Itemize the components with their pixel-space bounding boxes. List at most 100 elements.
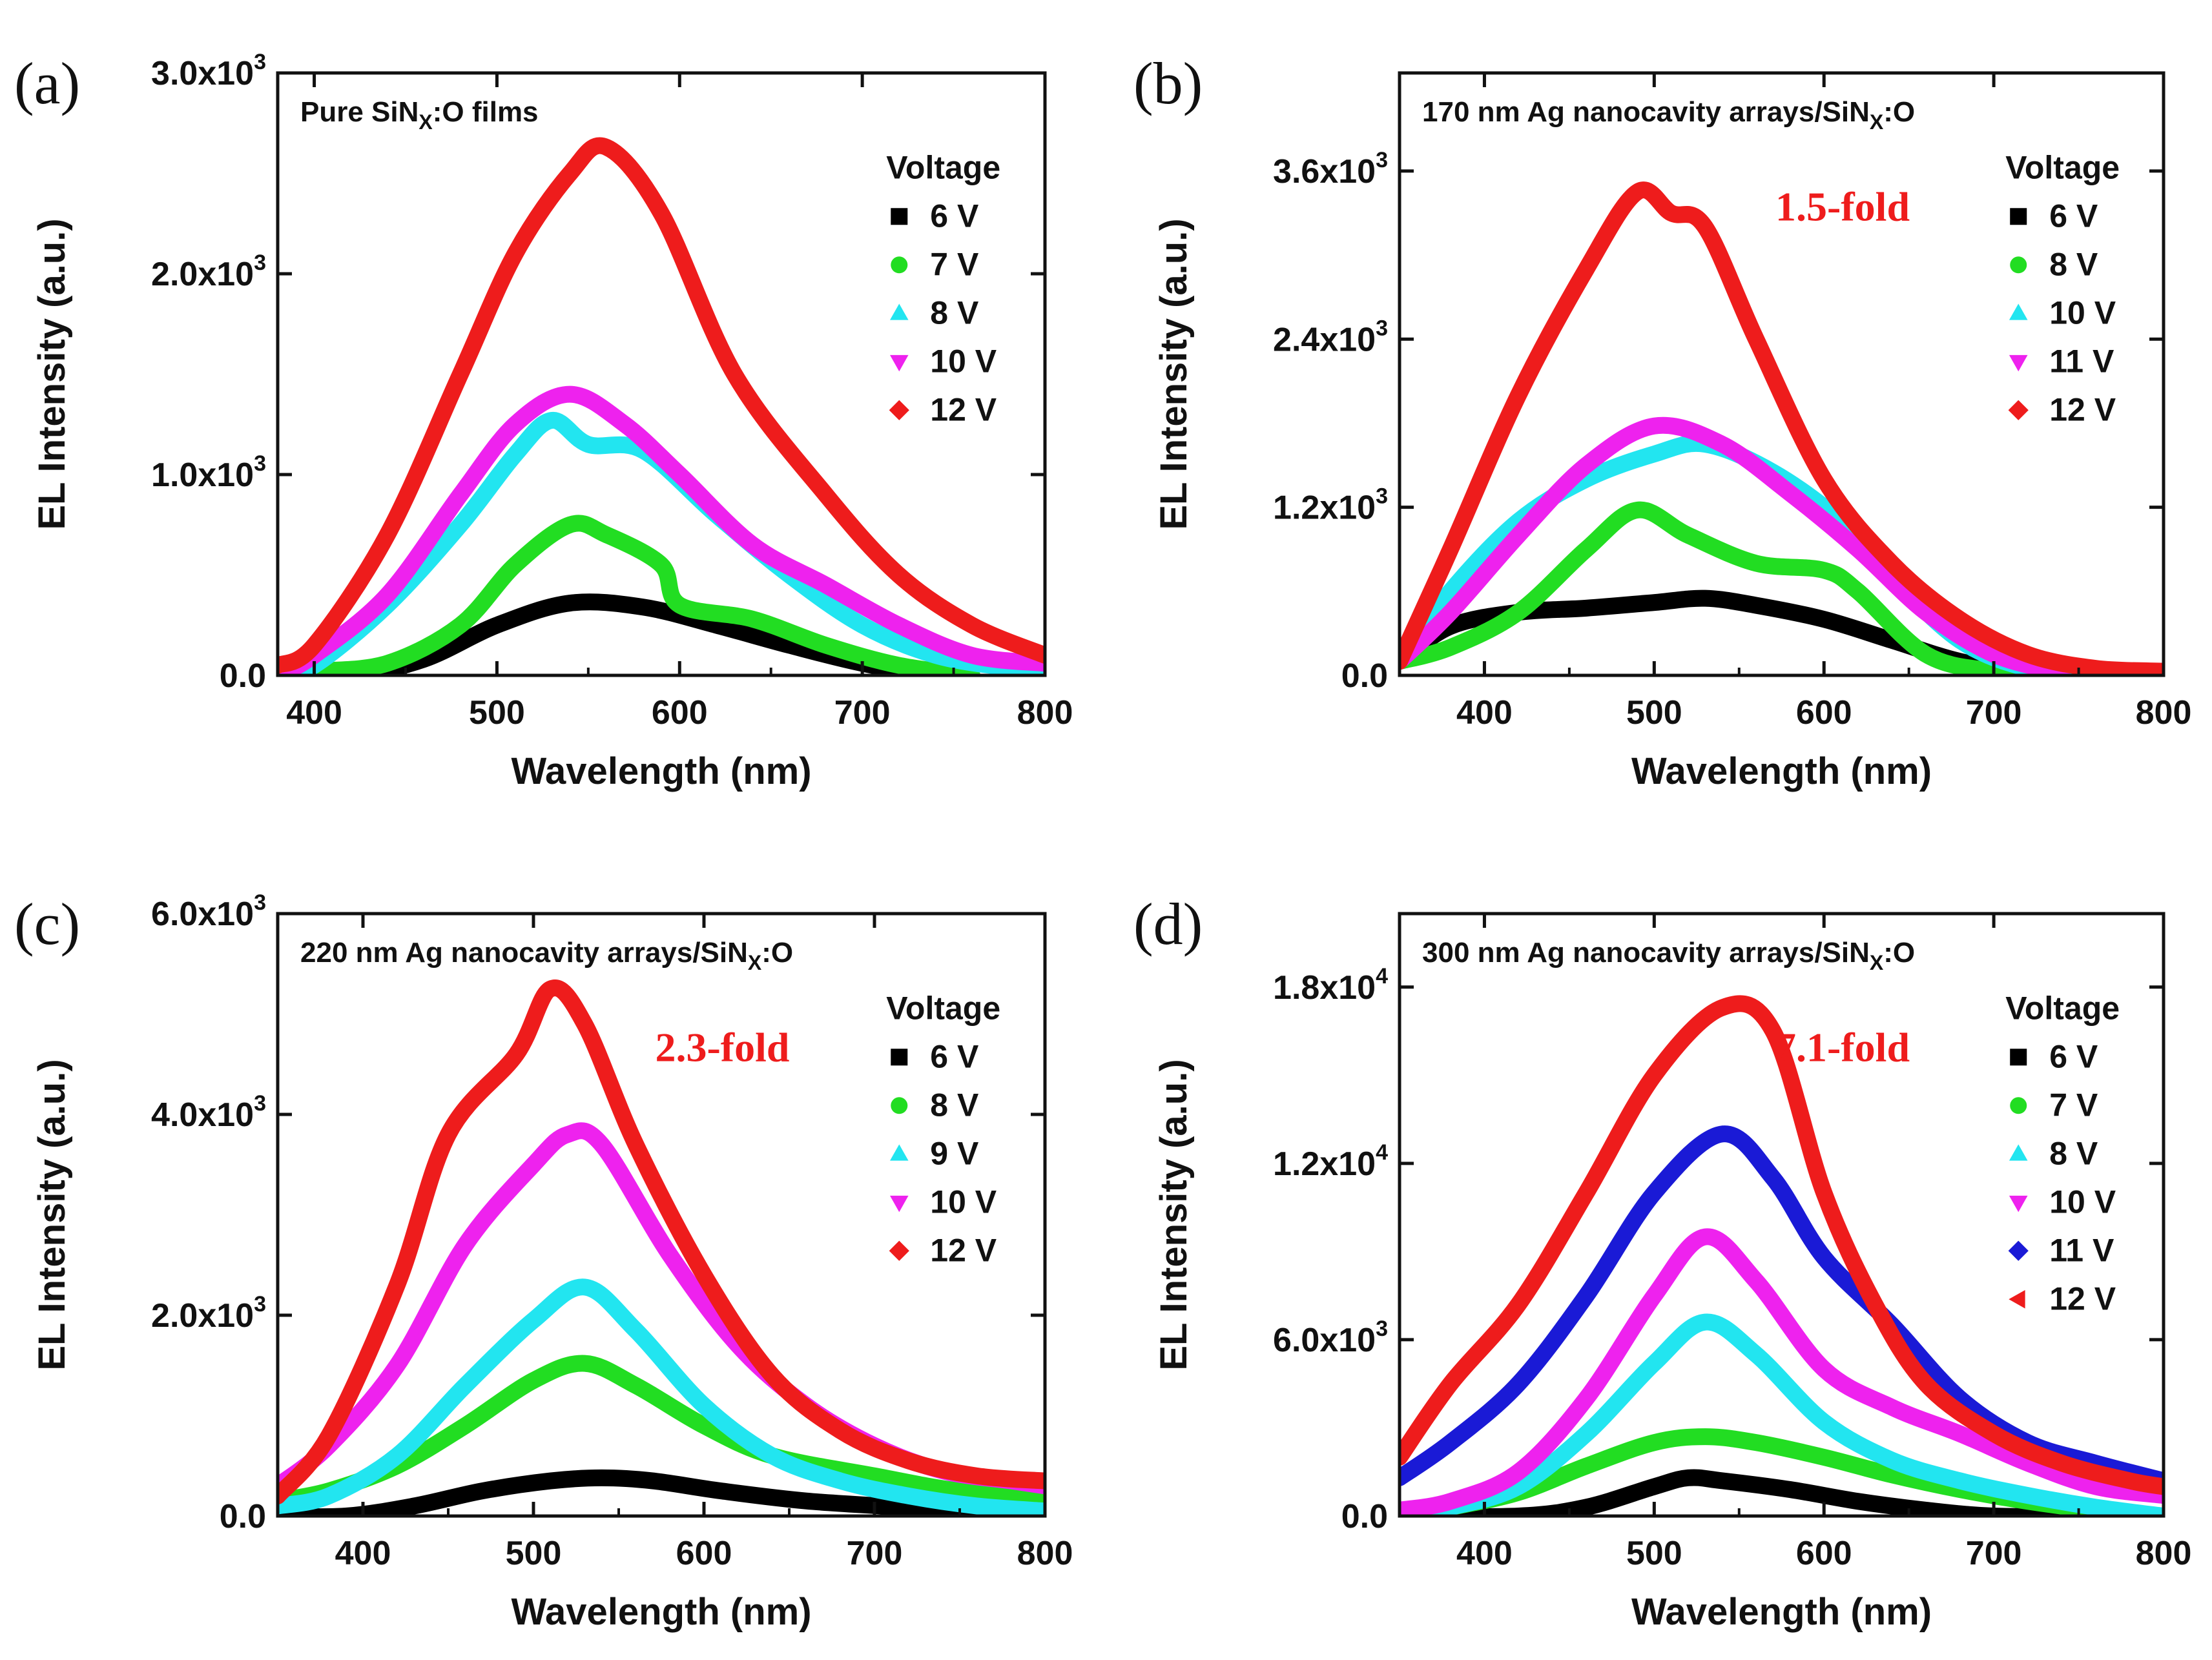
x-tick-label: 600 [676,1535,732,1572]
x-tick-label: 400 [1456,694,1513,732]
plot-area [278,979,1045,1516]
x-tick-label: 600 [1796,1535,1852,1572]
legend-label: 12 V [2049,1280,2116,1317]
plot-frame [276,912,1047,1518]
legend-marker-12v [889,400,909,420]
y-tick-label: 4.0x103 [151,1091,266,1134]
legend-marker-8v [2010,256,2027,274]
plot-frame [1398,912,2165,1518]
plot-frame [1398,71,2165,677]
legend-marker-9v [889,1144,909,1161]
x-tick-label: 500 [1626,694,1682,732]
series-line-6v [278,1469,1045,1516]
plot-area [1400,995,2164,1516]
series-line-12v [1400,181,2164,675]
series-line-8v [1400,501,2071,675]
x-tick-label: 700 [834,694,891,732]
y-axis-label: EL Intensity (a.u.) [31,1059,73,1370]
x-tick-label: 500 [506,1535,562,1572]
legend-marker-10v [889,354,909,372]
panel-label: (c) [14,891,80,957]
plot-area [1400,181,2164,675]
plot-frame [276,71,1047,677]
y-tick-label: 0.0 [1341,657,1388,695]
y-tick-label: 0.0 [1341,1498,1388,1535]
legend-label: 6 V [2049,1038,2098,1074]
x-tick-label: 400 [1456,1535,1513,1572]
legend-title: Voltage [2005,149,2120,185]
legend-label: 8 V [2049,246,2098,282]
legend-label: 7 V [930,246,979,282]
legend-label: 8 V [930,1087,979,1123]
x-tick-label: 800 [1017,694,1073,732]
legend-marker-8v [889,303,909,320]
legend-marker-7v [2010,1097,2027,1114]
legend-marker-12v [889,1240,909,1261]
legend-marker-12v [2008,400,2029,420]
series-line-12v [278,979,1045,1504]
panel-label: (b) [1133,50,1203,116]
legend-label: 6 V [2049,198,2098,234]
chart-panel-3: (c) 400 500 600 700 800 0.0 2.0x103 4.0x103 6.0x1… [14,890,1073,1633]
chart-panel-4: (d) 400 500 600 700 800 0.0 6.0x103 1.2x104 1.8x1… [1133,891,2191,1633]
legend-marker-7v [891,256,908,274]
legend-marker-12v [2009,1289,2025,1309]
y-tick-label: 3.0x103 [151,50,266,92]
legend-marker-8v [2009,1144,2028,1161]
legend-label: 10 V [930,1184,997,1220]
y-tick-label: 1.0x103 [151,451,266,494]
legend-marker-11v [2009,354,2028,372]
legend-marker-6v [891,1049,908,1066]
x-tick-label: 800 [1017,1535,1073,1572]
legend-label: 10 V [2049,294,2116,331]
legend-marker-6v [2010,208,2027,225]
legend-title: Voltage [886,990,1000,1026]
legend-label: 12 V [2049,391,2116,427]
fold-annotation: 1.5-fold [1775,184,1910,230]
series-line-7v [278,515,980,675]
series-line-6v [1400,1469,2087,1516]
y-axis-label: EL Intensity (a.u.) [1153,218,1195,529]
legend-label: 6 V [930,198,979,234]
series-line-10v [278,385,1045,675]
y-tick-label: 1.2x103 [1273,484,1388,527]
series-line-9v [278,1278,1045,1516]
legend-label: 8 V [2049,1135,2098,1171]
y-tick-label: 1.8x104 [1273,964,1388,1007]
legend-marker-10v [2009,303,2028,320]
y-tick-label: 6.0x103 [1273,1317,1388,1359]
legend-label: 10 V [2049,1184,2116,1220]
y-tick-label: 2.4x103 [1273,316,1388,358]
y-axis-label: EL Intensity (a.u.) [31,218,73,529]
x-tick-label: 600 [1796,694,1852,732]
series-line-8v [1400,1313,2164,1516]
x-axis-label: Wavelength (nm) [511,750,811,792]
series-line-11v [1400,416,2071,675]
series-line-12v [278,137,1045,674]
legend-marker-8v [891,1097,908,1114]
chart-panel-1: (a) 400 500 600 700 800 0.0 1.0x103 2.0x103 3.0x1… [14,50,1073,792]
legend-title: Voltage [2005,990,2120,1026]
plot-area [278,137,1045,675]
x-tick-label: 700 [847,1535,903,1572]
y-tick-label: 0.0 [220,657,266,695]
series-line-10v [1400,1228,2164,1516]
y-tick-label: 6.0x103 [151,890,266,933]
x-tick-label: 700 [1966,694,2022,732]
fold-annotation: 7.1-fold [1775,1025,1910,1071]
x-axis-label: Wavelength (nm) [1631,750,1932,792]
chart-title: 220 nm Ag nanocavity arrays/SiNX:O [300,937,793,974]
x-tick-label: 800 [2136,1535,2192,1572]
legend-label: 10 V [930,343,997,379]
legend-title: Voltage [886,149,1000,185]
legend-marker-10v [889,1195,909,1213]
y-tick-label: 1.2x104 [1273,1140,1388,1183]
legend-marker-10v [2009,1195,2028,1213]
x-tick-label: 700 [1966,1535,2022,1572]
chart-title: 170 nm Ag nanocavity arrays/SiNX:O [1422,96,1915,134]
panel-label: (d) [1133,891,1203,957]
x-tick-label: 400 [286,694,342,732]
x-tick-label: 500 [1626,1535,1682,1572]
legend-label: 12 V [930,1232,997,1268]
